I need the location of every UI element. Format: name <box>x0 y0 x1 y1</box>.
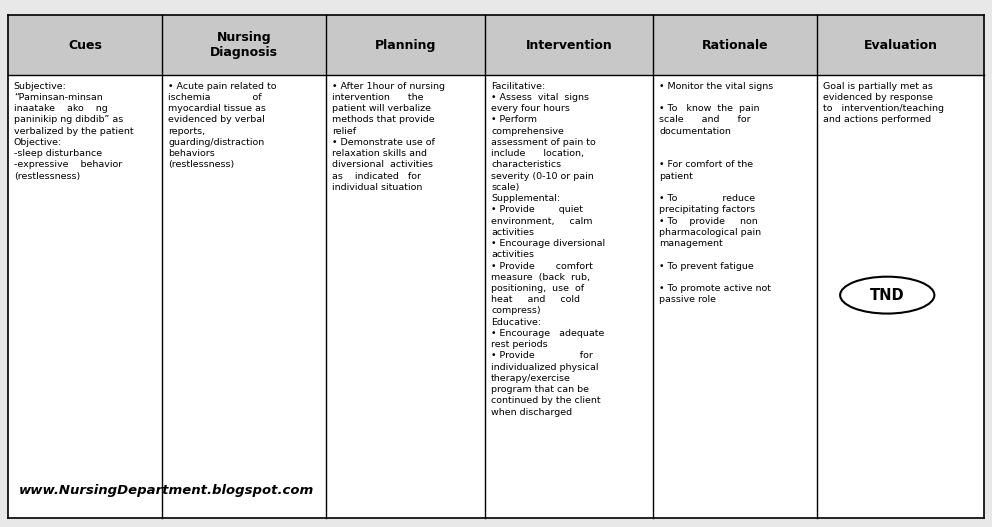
Text: Evaluation: Evaluation <box>864 38 937 52</box>
Text: Cues: Cues <box>68 38 102 52</box>
Text: Nursing
Diagnosis: Nursing Diagnosis <box>210 31 278 59</box>
Text: Facilitative:
• Assess  vital  signs
every four hours
• Perform
comprehensive
as: Facilitative: • Assess vital signs every… <box>491 82 605 417</box>
Text: • Acute pain related to
ischemia              of
myocardial tissue as
evidenced : • Acute pain related to ischemia of myoc… <box>168 82 277 169</box>
Text: TND: TND <box>870 288 905 302</box>
Text: • After 1hour of nursing
intervention      the
patient will verbalize
methods th: • After 1hour of nursing intervention th… <box>332 82 445 192</box>
Text: • Monitor the vital signs

• To   know  the  pain
scale      and      for
docume: • Monitor the vital signs • To know the … <box>659 82 773 304</box>
Text: Rationale: Rationale <box>701 38 769 52</box>
Text: www.NursingDepartment.blogspot.com: www.NursingDepartment.blogspot.com <box>19 484 314 497</box>
Text: Planning: Planning <box>375 38 436 52</box>
Text: Intervention: Intervention <box>526 38 613 52</box>
Bar <box>8 15 984 75</box>
Text: Goal is partially met as
evidenced by response
to   intervention/teaching
and ac: Goal is partially met as evidenced by re… <box>823 82 944 124</box>
Text: Subjective:
“Paminsan-minsan
inaatake    ako    ng
paninikip ng dibdib” as
verba: Subjective: “Paminsan-minsan inaatake ak… <box>14 82 133 181</box>
